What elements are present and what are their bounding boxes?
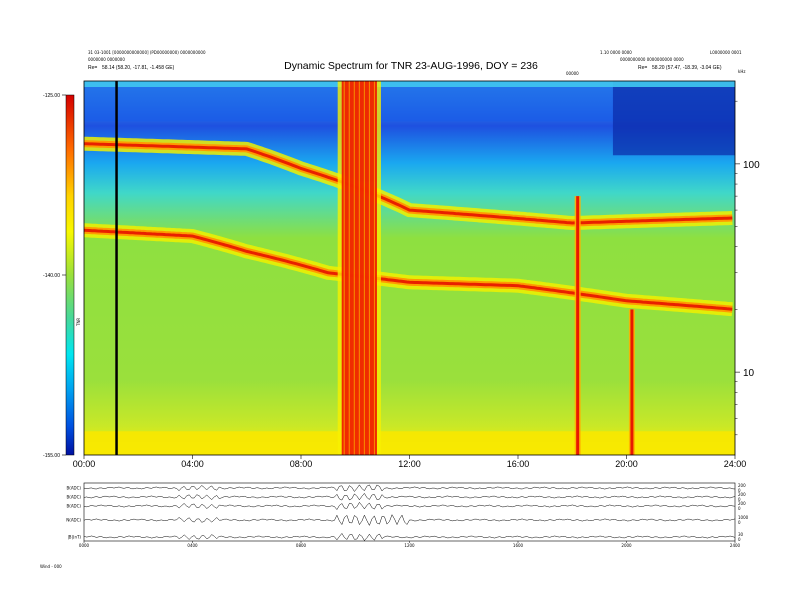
header-left-re-label: Re= [88,65,97,71]
header-left-line-1: 31 03-1001 [0000000000000] (PD00000000) … [88,50,206,55]
panel-x-tick-label: 0800 [296,543,307,548]
panel-x-tick-label: 1600 [513,543,524,548]
panel-x-tick-label: 1200 [404,543,415,548]
panel-scale-min: 0 [738,488,741,493]
header-right-line-1: 1.10 0000 0000 [600,50,632,55]
colorbar [65,94,75,456]
header-far-right-2: kHz [738,69,745,74]
panel-label: N(ADC) [66,518,81,523]
panel-label: B(ADC) [67,495,82,500]
header-left-line-2: 0000000 0000000 [88,57,125,62]
panel-trace [83,501,736,511]
panel-trace [83,484,736,492]
footer-label: Wind - 000 [40,564,62,569]
panel-trace [83,532,736,542]
y-axis-ticks: 100 10 [735,100,760,436]
panel-frame [83,482,736,542]
header-right-re-value: 58.20 (57.47, -18.39, -3.04 GE) [652,65,722,71]
panel-x-tick-label: 0000 [79,543,90,548]
x-axis-ticks: 00:00 04:00 08:00 12:00 16:00 20:00 24:00 [73,455,747,469]
panel-label: B(ADC) [67,504,82,509]
panel-scale-max: 1000 [738,515,749,520]
panel-scale-max: 200 [738,501,746,506]
panel-scale-min: 0 [738,497,741,502]
panel-label: |B|(nT) [67,535,81,540]
panel-x-tick-label: 2400 [730,543,741,548]
header-right-line-2: 0000000000 0000000000 0000 [620,57,684,62]
y-tick-label: 10 [743,368,755,379]
x-tick-label: 24:00 [724,459,747,469]
low-intensity-band [612,81,735,156]
panel-trace [83,514,736,527]
colorbar-label: TNR [76,318,81,327]
chart-title: Dynamic Spectrum for TNR 23-AUG-1996, DO… [284,60,538,72]
x-tick-label: 00:00 [73,459,96,469]
x-tick-label: 12:00 [398,459,421,469]
top-edge-band [84,81,735,87]
header-left-re-value: 58.14 (58.20, -17.81, -1.458 GE) [102,65,175,71]
x-tick-label: 20:00 [615,459,638,469]
header-right-re-label: Re= [638,65,647,71]
colorbar-ticks: -125.00 -140.00 -155.00 [43,93,66,459]
header-center-marker: 00000 [566,71,579,76]
spectrogram-features [84,81,735,455]
spectrogram [84,81,735,455]
panel-scale-min: 0 [738,537,741,542]
burst-core [576,196,580,455]
y-tick-label: 100 [743,160,760,171]
plasma-band-peak [84,142,733,225]
colorbar-tick-label: -140.00 [43,273,60,279]
header-far-right-1: L0000000 0001 [710,50,742,55]
panel-x-tick-label: 0400 [187,543,198,548]
panel-trace [83,492,736,501]
panel-scale-max: 200 [738,483,746,488]
panel-scale-max: 30 [738,532,744,537]
panel-scale-min: 0 [738,520,741,525]
burst-core [630,309,634,455]
panel-label: B(ADC) [67,486,82,491]
low-frequency-floor [84,431,735,455]
plasma-band-peak [84,228,733,311]
colorbar-tick-label: -125.00 [43,93,60,99]
panel-scale-min: 0 [738,506,741,511]
x-tick-label: 16:00 [507,459,530,469]
panel-scale-max: 200 [738,492,746,497]
panel-x-tick-label: 2000 [621,543,632,548]
x-tick-label: 08:00 [290,459,313,469]
x-tick-label: 04:00 [181,459,204,469]
colorbar-tick-label: -155.00 [43,453,60,459]
